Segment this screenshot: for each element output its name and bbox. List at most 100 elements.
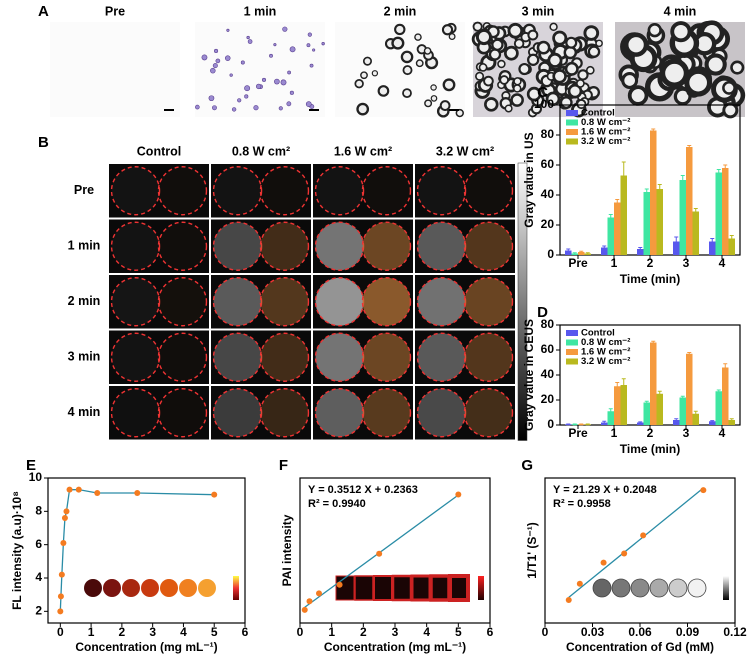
contrast-region xyxy=(315,222,364,271)
point xyxy=(336,581,343,588)
roi-circle xyxy=(463,221,514,271)
bubble xyxy=(286,101,292,107)
micrograph xyxy=(195,22,325,117)
x-axis-title: Concentration of Gd (mM) xyxy=(566,640,714,654)
contrast-region xyxy=(260,277,309,326)
bubble xyxy=(536,40,551,55)
error-bar xyxy=(716,169,721,176)
y-axis-title: FL intensity (a.u)·10⁸ xyxy=(10,491,24,610)
bubble xyxy=(215,58,221,64)
contrast-region xyxy=(260,222,309,271)
bubble xyxy=(430,84,437,91)
bubble xyxy=(475,71,485,81)
bubble xyxy=(549,22,558,32)
x-tick-label: 4 xyxy=(423,625,430,639)
x-tick-label: 2 xyxy=(119,625,126,639)
image-label: 4 min xyxy=(664,4,697,18)
bubble xyxy=(503,45,519,61)
legend-swatch xyxy=(566,129,578,135)
bubble xyxy=(424,99,433,108)
y-tick-label: 8 xyxy=(35,504,42,518)
y-axis-title: 1/T1' (S⁻¹) xyxy=(525,522,539,579)
bubble xyxy=(559,96,573,109)
bubble xyxy=(497,59,506,69)
ultrasound-image xyxy=(211,386,311,440)
error-bar xyxy=(680,395,685,400)
y-tick-label: 2 xyxy=(35,604,42,618)
bubble xyxy=(518,62,531,76)
error-bar xyxy=(638,247,643,251)
y-tick-label: 80 xyxy=(541,127,555,141)
point xyxy=(63,508,70,515)
bar xyxy=(673,420,680,425)
bubble xyxy=(576,99,587,110)
bar xyxy=(643,192,650,255)
error-bar xyxy=(608,214,613,221)
ultrasound-image xyxy=(415,164,515,218)
bar xyxy=(673,241,680,255)
bubble xyxy=(282,26,288,32)
inset-well xyxy=(630,578,650,598)
contrast-region xyxy=(362,166,411,215)
bubble xyxy=(226,28,230,32)
micrograph xyxy=(50,22,180,117)
bubble xyxy=(240,60,245,65)
bubble xyxy=(287,70,291,75)
roi-circle xyxy=(110,388,161,438)
point xyxy=(316,590,322,597)
row-label: 2 min xyxy=(68,294,101,308)
error-bar xyxy=(687,352,692,356)
point xyxy=(621,550,628,557)
ultrasound-image xyxy=(313,330,413,384)
bubble xyxy=(552,30,568,46)
legend-swatch xyxy=(566,330,578,336)
error-bar xyxy=(723,363,728,372)
point xyxy=(57,608,64,615)
y-tick-label: 40 xyxy=(541,187,555,201)
bubble xyxy=(565,36,578,49)
x-tick-label: 4 xyxy=(719,256,726,270)
point xyxy=(376,550,383,557)
bubble xyxy=(527,53,540,66)
bar xyxy=(686,147,693,255)
inset-well xyxy=(335,575,355,601)
bubble xyxy=(273,43,277,47)
ultrasound-image xyxy=(211,330,311,384)
point xyxy=(640,532,647,539)
bubble xyxy=(247,39,253,44)
legend-label: 1.6 W cm⁻² xyxy=(581,347,630,358)
contrast-region xyxy=(213,388,262,437)
bubble xyxy=(670,21,692,43)
y-tick-label: 20 xyxy=(541,392,555,406)
bubble xyxy=(306,43,311,48)
y-tick-label: 0 xyxy=(547,417,554,431)
ultrasound-image xyxy=(109,164,209,218)
row-label: 1 min xyxy=(68,239,101,253)
roi-circle xyxy=(110,332,161,382)
bar xyxy=(565,250,572,255)
contrast-region xyxy=(111,222,160,271)
legend-label: 3.2 W cm⁻² xyxy=(581,136,630,147)
bubble xyxy=(201,54,208,61)
bubble xyxy=(587,45,601,58)
roi-circle xyxy=(361,166,412,216)
contrast-region xyxy=(362,277,411,326)
contrast-region xyxy=(464,166,513,215)
x-tick-label: 5 xyxy=(455,625,462,639)
bubble xyxy=(577,69,589,81)
bubble xyxy=(624,32,649,57)
bubble xyxy=(402,65,413,76)
contrast-region xyxy=(362,222,411,271)
point xyxy=(576,580,583,587)
panel-letter: A xyxy=(38,3,49,20)
legend-label: Control xyxy=(581,108,615,119)
roi-circle xyxy=(157,166,208,216)
bubble xyxy=(585,65,595,75)
contrast-region xyxy=(464,277,513,326)
error-bar xyxy=(651,340,656,345)
x-tick-label: 0.06 xyxy=(628,625,652,639)
inset-well xyxy=(103,579,121,597)
roi-circle xyxy=(416,332,467,382)
bar xyxy=(656,393,663,425)
error-bar xyxy=(572,423,577,426)
